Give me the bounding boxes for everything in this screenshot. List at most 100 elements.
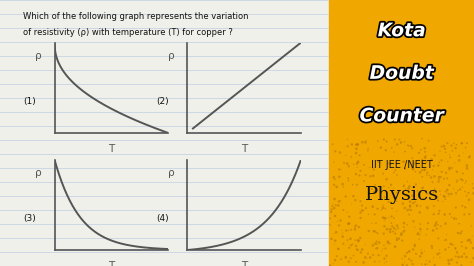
Text: IIT JEE /NEET: IIT JEE /NEET [371, 160, 433, 170]
Point [462, 146, 469, 150]
Point [381, 224, 388, 228]
Point [365, 146, 372, 150]
Point [392, 244, 399, 249]
Point [360, 179, 368, 183]
Point [381, 257, 388, 261]
Point [393, 199, 401, 203]
Point [366, 165, 374, 170]
Point [374, 246, 381, 250]
Point [434, 212, 442, 216]
Point [361, 243, 369, 247]
Point [430, 174, 438, 178]
Point [345, 228, 352, 232]
Point [392, 231, 399, 236]
Point [386, 162, 394, 166]
Point [344, 144, 351, 148]
Point [448, 215, 456, 219]
Point [408, 147, 416, 151]
Point [440, 144, 448, 148]
Point [342, 255, 350, 259]
Text: ρ: ρ [168, 51, 174, 61]
Point [461, 189, 469, 194]
Point [332, 203, 339, 207]
Point [373, 231, 381, 235]
Point [366, 174, 374, 178]
Point [362, 206, 370, 210]
Point [430, 255, 438, 260]
Point [385, 161, 393, 165]
Point [331, 239, 339, 243]
Point [422, 154, 429, 158]
Point [398, 232, 405, 237]
Point [455, 255, 462, 259]
Point [390, 216, 398, 220]
Point [416, 170, 424, 174]
Point [411, 200, 419, 204]
Point [328, 237, 335, 241]
Point [445, 261, 453, 266]
Point [362, 140, 369, 144]
Point [351, 227, 359, 231]
Point [393, 236, 401, 240]
Point [405, 257, 413, 261]
Text: Kota: Kota [378, 21, 426, 40]
Point [436, 149, 444, 153]
Point [453, 217, 460, 221]
Point [448, 166, 456, 170]
Point [458, 244, 465, 248]
Point [390, 186, 398, 190]
Text: T: T [241, 261, 247, 266]
Point [396, 137, 403, 142]
Point [427, 175, 435, 180]
Point [416, 210, 424, 214]
Point [400, 221, 408, 225]
Point [469, 182, 474, 186]
Point [335, 247, 343, 251]
Point [409, 167, 416, 171]
Point [344, 238, 351, 242]
Point [336, 167, 343, 172]
Point [452, 247, 459, 251]
Point [461, 205, 469, 210]
Point [391, 138, 399, 142]
Point [383, 254, 390, 258]
Point [403, 251, 411, 255]
Point [330, 206, 338, 210]
Text: Counter: Counter [359, 106, 444, 125]
Point [430, 204, 438, 208]
Point [404, 143, 411, 147]
Point [430, 190, 438, 194]
Point [328, 142, 336, 146]
Point [354, 165, 361, 170]
Point [340, 161, 348, 165]
Point [330, 175, 337, 180]
Point [337, 199, 344, 203]
Point [445, 258, 452, 263]
Text: ρ: ρ [35, 51, 42, 61]
Point [467, 224, 474, 228]
Point [453, 143, 460, 147]
Point [343, 210, 351, 214]
Point [364, 148, 372, 152]
Point [355, 160, 362, 164]
Point [371, 183, 379, 187]
Point [343, 228, 350, 233]
Point [382, 207, 389, 211]
Point [452, 246, 459, 250]
Point [393, 173, 401, 177]
Point [402, 187, 410, 191]
Point [352, 198, 359, 202]
Point [378, 249, 386, 253]
Point [346, 246, 353, 250]
Point [412, 182, 419, 186]
Text: Which of the following graph represents the variation: Which of the following graph represents … [23, 12, 248, 21]
Point [389, 224, 396, 228]
Point [401, 206, 409, 210]
Point [376, 259, 383, 264]
Point [334, 247, 342, 251]
Point [344, 161, 351, 166]
Point [357, 216, 365, 220]
Point [365, 229, 373, 233]
Point [335, 223, 343, 227]
Point [394, 226, 401, 230]
